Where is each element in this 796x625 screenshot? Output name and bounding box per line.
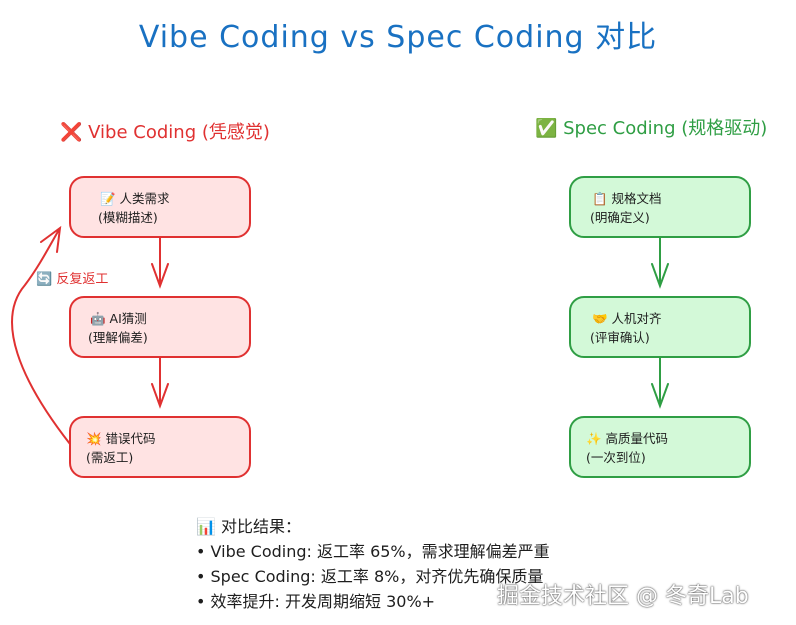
- spec-box-3: [569, 416, 751, 478]
- summary: 📊 对比结果： • Vibe Coding: 返工率 65%，需求理解偏差严重 …: [196, 514, 550, 614]
- summary-heading: 📊 对比结果：: [196, 517, 302, 536]
- step-title: 📋 规格文档: [592, 191, 662, 206]
- summary-item: • Spec Coding: 返工率 8%，对齐优先确保质量: [196, 567, 544, 586]
- step-title: 💥 错误代码: [86, 431, 156, 446]
- rework-loop-arrow: [11, 225, 71, 445]
- spec-step-3: ✨ 高质量代码 (一次到位): [570, 417, 750, 477]
- spec-arrow-2: [651, 357, 669, 409]
- step-title: 📝 人类需求: [100, 191, 170, 206]
- page-title: Vibe Coding vs Spec Coding 对比: [138, 20, 658, 55]
- spec-step-2: 🤝 人机对齐 (评审确认): [570, 297, 750, 357]
- step-note: (评审确认): [590, 330, 650, 345]
- vibe-step-3: 💥 错误代码 (需返工): [70, 417, 250, 477]
- step-title: ✨ 高质量代码: [586, 431, 669, 446]
- vibe-step-2: 🤖 AI猜测 (理解偏差): [70, 297, 250, 357]
- step-title: 🤖 AI猜测: [90, 311, 147, 326]
- vibe-heading: ❌ Vibe Coding (凭感觉): [60, 122, 270, 143]
- rework-loop-label: 🔄 反复返工: [36, 272, 109, 287]
- step-note: (理解偏差): [88, 330, 148, 345]
- spec-arrow-1: [651, 237, 669, 289]
- summary-item: • 效率提升: 开发周期缩短 30%+: [196, 592, 436, 611]
- step-note: (需返工): [86, 450, 134, 465]
- summary-item: • Vibe Coding: 返工率 65%，需求理解偏差严重: [196, 542, 550, 561]
- spec-step-1: 📋 规格文档 (明确定义): [570, 177, 750, 237]
- vibe-box-3: [69, 416, 251, 478]
- vibe-step-1: 📝 人类需求 (模糊描述): [70, 177, 250, 237]
- spec-heading: ✅ Spec Coding (规格驱动): [535, 118, 768, 139]
- step-note: (模糊描述): [98, 210, 158, 225]
- vibe-arrow-2: [151, 357, 169, 409]
- step-note: (一次到位): [586, 450, 646, 465]
- step-note: (明确定义): [590, 210, 650, 225]
- step-title: 🤝 人机对齐: [592, 311, 662, 326]
- vibe-arrow-1: [151, 237, 169, 289]
- watermark: 掘金技术社区 @ 冬奇Lab: [497, 584, 749, 609]
